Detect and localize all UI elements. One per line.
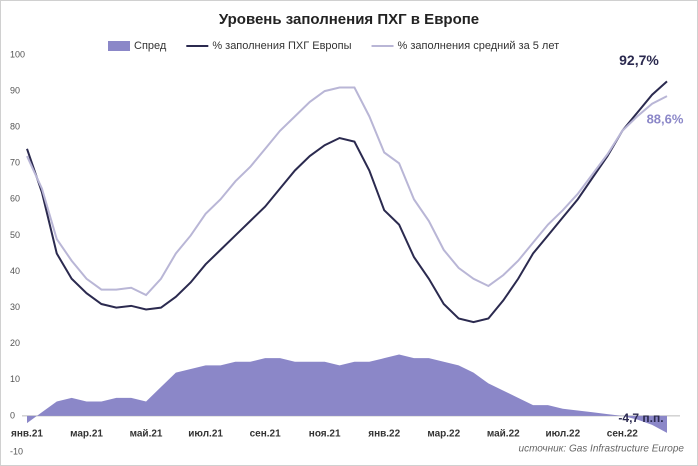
y-tick-label: 90 (10, 85, 20, 95)
annotation: -4,7 п.п. (618, 411, 663, 425)
y-tick-label: 50 (10, 230, 20, 240)
y-tick-label: 10 (10, 374, 20, 384)
x-tick-label: сен.21 (250, 429, 282, 440)
source: источник: Gas Infrastructure Europe (519, 444, 685, 455)
x-tick-label: сен.22 (607, 429, 639, 440)
annotation: 92,7% (619, 52, 659, 68)
x-tick-label: июл.21 (188, 429, 223, 440)
x-tick-label: янв.21 (11, 429, 43, 440)
x-tick-label: май.21 (130, 429, 163, 440)
legend-label: Спред (134, 40, 167, 52)
y-tick-label: -10 (10, 446, 23, 456)
y-tick-label: 40 (10, 266, 20, 276)
y-tick-label: 100 (10, 49, 25, 59)
series-line (26, 86, 668, 297)
legend-label: % заполнения средний за 5 лет (398, 40, 560, 52)
y-tick-label: 60 (10, 194, 20, 204)
x-tick-label: мар.21 (70, 429, 103, 440)
x-tick-label: май.22 (487, 429, 520, 440)
y-tick-label: 20 (10, 338, 20, 348)
series-line (26, 80, 668, 324)
x-tick-label: мар.22 (427, 429, 460, 440)
spread-area (27, 354, 667, 433)
x-tick-label: янв.22 (368, 429, 400, 440)
x-tick-label: ноя.21 (309, 429, 341, 440)
y-tick-label: 30 (10, 302, 20, 312)
y-tick-label: 0 (10, 410, 15, 420)
y-tick-label: 80 (10, 122, 20, 132)
chart-title: Уровень заполнения ПХГ в Европе (219, 11, 479, 28)
y-tick-label: 70 (10, 158, 20, 168)
legend-swatch (108, 41, 130, 51)
legend-label: % заполнения ПХГ Европы (212, 40, 351, 52)
annotation: 88,6% (647, 112, 684, 127)
x-tick-label: июл.22 (545, 429, 580, 440)
